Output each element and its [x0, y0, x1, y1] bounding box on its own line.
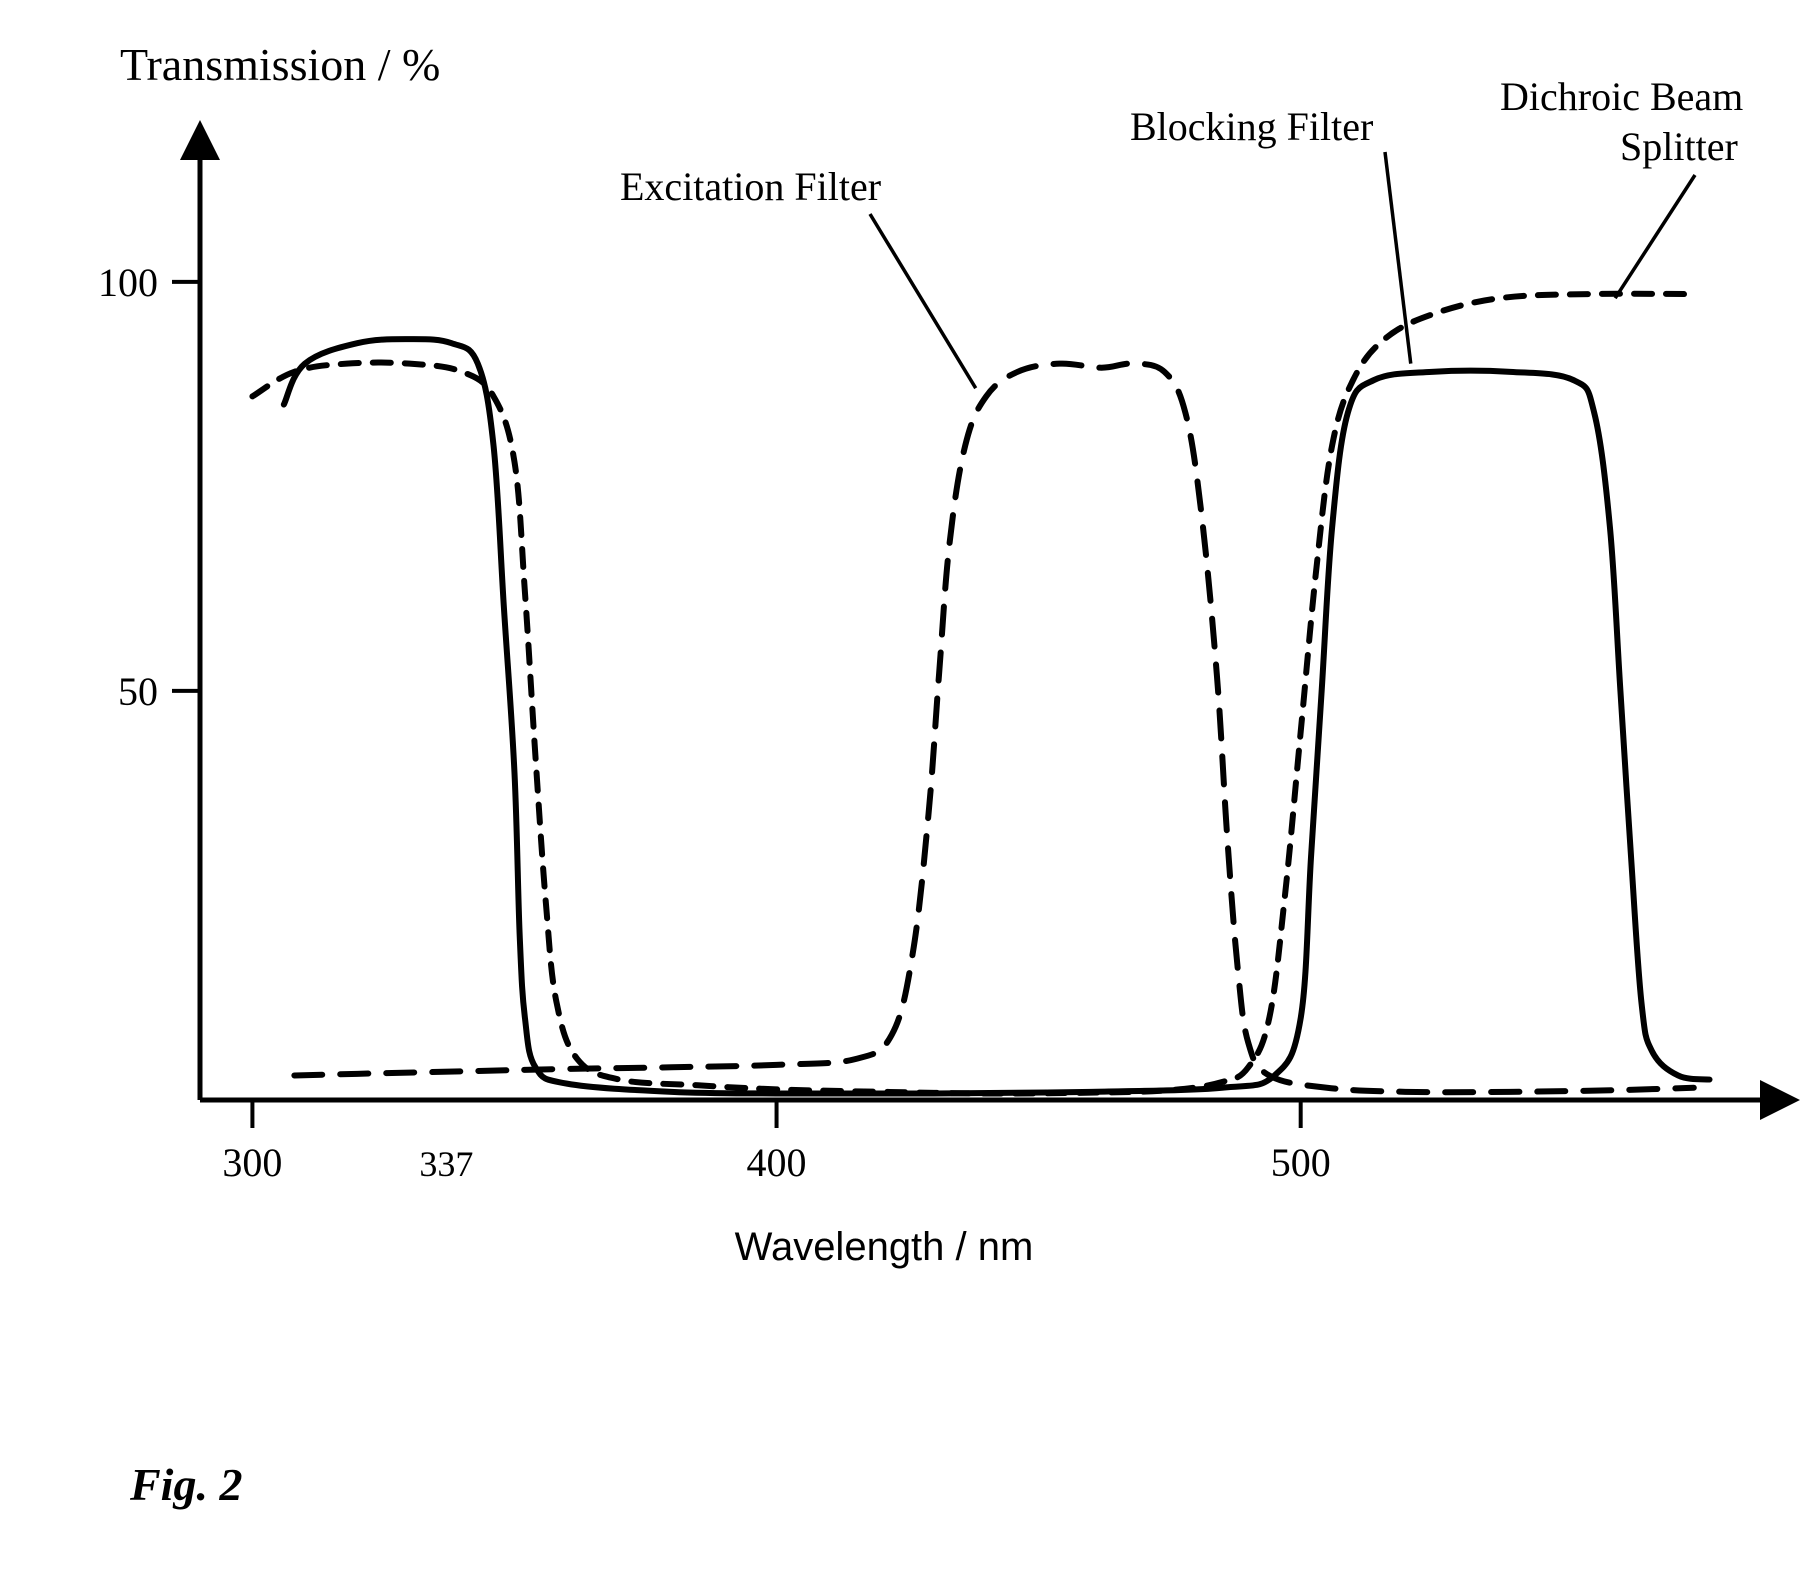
blocking-filter-curve	[284, 339, 1710, 1094]
dichroic-beam-splitter-label-line1: Dichroic Beam	[1500, 74, 1743, 119]
blocking-filter-label: Blocking Filter	[1130, 104, 1373, 149]
annotation-leader	[1615, 175, 1695, 298]
annotation-leader	[870, 214, 976, 388]
y-tick-label: 50	[118, 669, 158, 714]
x-tick-label: 500	[1271, 1140, 1331, 1185]
y-tick-label: 100	[98, 260, 158, 305]
x-axis-title: Wavelength / nm	[735, 1225, 1034, 1269]
excitation-filter-curve	[294, 364, 1693, 1093]
figure-container: { "figure": { "caption": "Fig. 2", "capt…	[0, 0, 1819, 1571]
x-tick-label: 337	[419, 1144, 473, 1184]
dichroic-curve	[252, 294, 1693, 1094]
transmission-spectrum-chart: Transmission / % 50 100 300 337 400 500 Wavel…	[0, 0, 1819, 1571]
x-tick-label: 300	[222, 1140, 282, 1185]
annotations	[870, 152, 1695, 388]
series-group	[252, 294, 1709, 1094]
y-axis-title: Transmission / %	[120, 39, 440, 90]
x-tick-label: 400	[747, 1140, 807, 1185]
dichroic-beam-splitter-label-line2: Splitter	[1620, 124, 1738, 169]
figure-caption: Fig. 2	[129, 1459, 242, 1510]
axis-ticks: 50 100 300 337 400 500	[98, 260, 1331, 1185]
axes	[200, 140, 1780, 1100]
excitation-filter-label: Excitation Filter	[620, 164, 881, 209]
